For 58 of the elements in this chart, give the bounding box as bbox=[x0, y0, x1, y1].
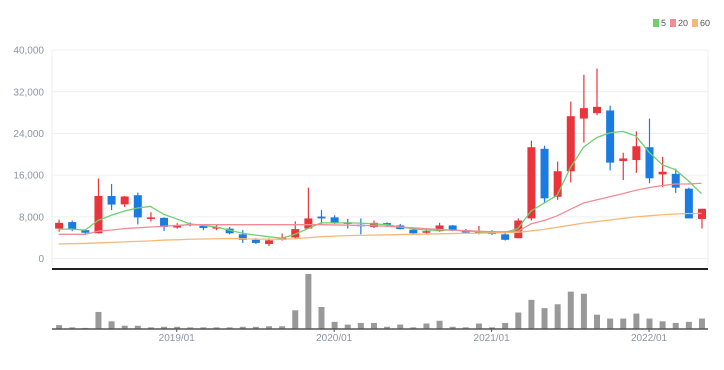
bar bbox=[698, 318, 705, 329]
bar bbox=[607, 318, 614, 329]
bar bbox=[633, 314, 640, 329]
legend-label: 20 bbox=[676, 18, 688, 28]
bar bbox=[554, 304, 561, 329]
candlestick bbox=[317, 209, 326, 224]
bar bbox=[122, 326, 128, 329]
candlestick bbox=[55, 219, 64, 232]
bar bbox=[476, 324, 482, 329]
candlestick bbox=[120, 195, 129, 208]
candlestick bbox=[108, 183, 116, 211]
bar bbox=[344, 324, 351, 329]
candlestick bbox=[580, 74, 588, 144]
y-tick-label: 24,000 bbox=[13, 128, 44, 140]
x-tick-label: 2019/01 bbox=[158, 333, 196, 344]
bar bbox=[370, 322, 377, 329]
bar bbox=[620, 318, 626, 329]
candlestick bbox=[68, 220, 76, 232]
candlestick bbox=[632, 130, 640, 174]
bar bbox=[95, 312, 102, 329]
y-tick-label: 32,000 bbox=[13, 87, 44, 98]
bar bbox=[594, 314, 600, 329]
bar bbox=[292, 310, 298, 329]
bar bbox=[660, 321, 666, 329]
y-tick-label: 40,000 bbox=[13, 46, 44, 57]
candlestick bbox=[134, 192, 142, 226]
y-tick-label: 0 bbox=[38, 254, 44, 266]
bar bbox=[397, 324, 404, 329]
bar bbox=[686, 322, 692, 329]
bar bbox=[542, 308, 548, 329]
bar bbox=[436, 320, 443, 329]
legend-label: 5 bbox=[660, 18, 666, 28]
bar bbox=[423, 324, 430, 329]
y-tick-label: 8,000 bbox=[18, 212, 44, 224]
bar bbox=[580, 294, 587, 329]
candlestick bbox=[658, 156, 667, 188]
candlestick bbox=[146, 212, 155, 222]
bar bbox=[108, 321, 115, 329]
bar bbox=[568, 292, 574, 329]
candlestick bbox=[593, 68, 602, 116]
y-tick-label: 16,000 bbox=[13, 170, 44, 182]
bar bbox=[646, 318, 652, 329]
x-tick-label: 2020/01 bbox=[316, 333, 353, 344]
bar bbox=[672, 322, 679, 329]
x-tick-label: 2021/01 bbox=[474, 333, 510, 344]
bar bbox=[515, 312, 522, 329]
bar bbox=[56, 325, 62, 329]
candlestick bbox=[619, 152, 628, 181]
legend-label: 60 bbox=[698, 18, 710, 28]
bar bbox=[318, 307, 324, 329]
bar bbox=[332, 322, 338, 329]
x-tick-label: 2022/01 bbox=[630, 333, 668, 344]
bar bbox=[358, 322, 364, 329]
bar bbox=[502, 322, 508, 329]
bar bbox=[528, 300, 534, 329]
bar bbox=[134, 326, 141, 329]
bar bbox=[305, 274, 312, 329]
candlestick bbox=[698, 208, 706, 230]
